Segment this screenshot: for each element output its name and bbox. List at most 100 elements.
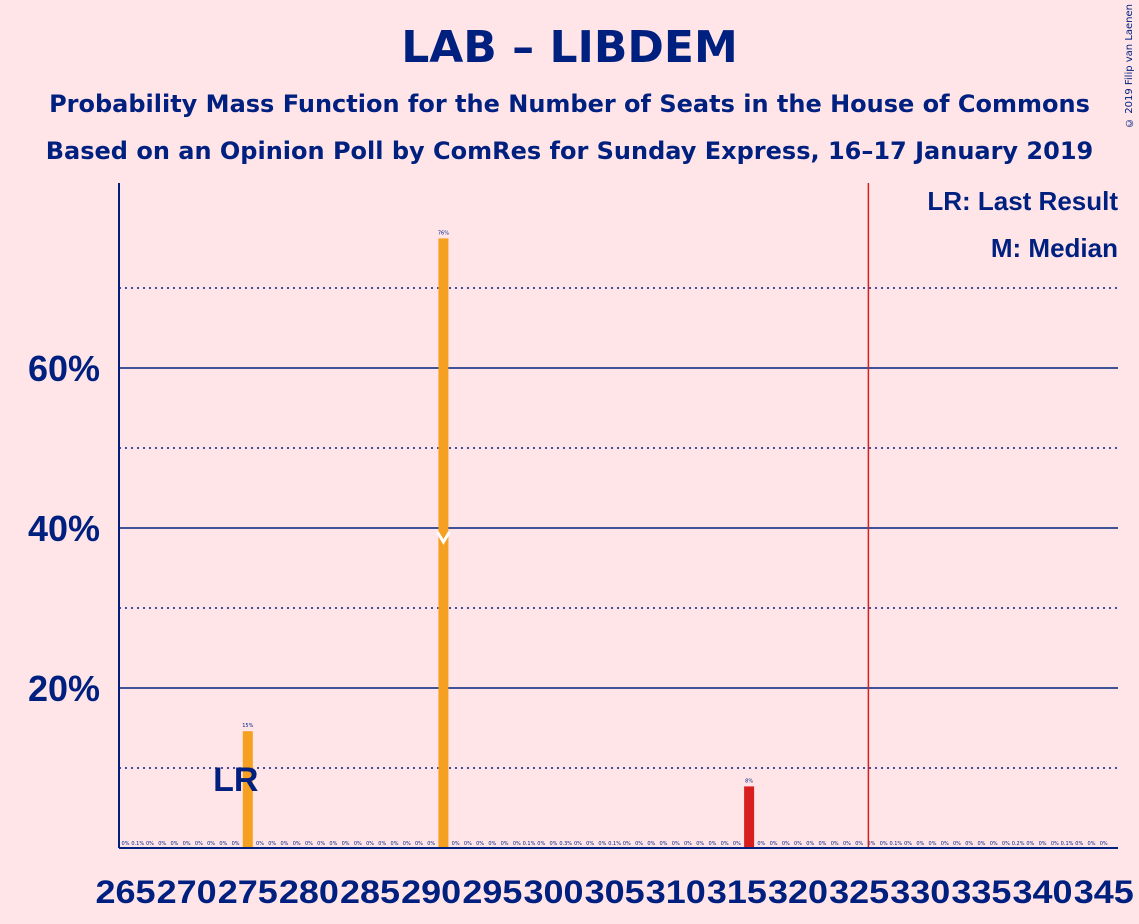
bar-label: 0% xyxy=(232,841,240,847)
bar-label: 0% xyxy=(733,841,741,847)
bar-label: 0% xyxy=(280,841,288,847)
bar-label: 0% xyxy=(1026,841,1034,847)
bar-label: 0% xyxy=(513,841,521,847)
bar-label: 0% xyxy=(329,841,337,847)
grid-lines xyxy=(119,287,1118,769)
bar-label: 0% xyxy=(831,841,839,847)
x-tick-label: 280 xyxy=(279,874,339,910)
bar-label: 0% xyxy=(782,841,790,847)
bar-label: 0% xyxy=(660,841,668,847)
bar-label: 0% xyxy=(378,841,386,847)
bar-label: 0% xyxy=(1088,841,1096,847)
bar-label: 0% xyxy=(488,841,496,847)
bar-label: 0% xyxy=(794,841,802,847)
bar-seat-316 xyxy=(744,786,755,848)
x-tick-label: 305 xyxy=(585,874,645,910)
bar-label: 0% xyxy=(1002,841,1010,847)
x-tick-label: 315 xyxy=(707,874,767,910)
bar-label: 0% xyxy=(696,841,704,847)
bar-seat-275 xyxy=(242,731,253,848)
x-tick-label: 310 xyxy=(646,874,706,910)
bar-label: 0% xyxy=(672,841,680,847)
x-tick-label: 265 xyxy=(96,874,156,910)
bar-label: 0% xyxy=(415,841,423,847)
bar-label: 0% xyxy=(684,841,692,847)
bar-label: 0% xyxy=(647,841,655,847)
bar-label: 0.1% xyxy=(889,841,902,847)
bar-label: 0% xyxy=(916,841,924,847)
bar-label: 0% xyxy=(574,841,582,847)
bar-label: 0% xyxy=(293,841,301,847)
bar-label: 0% xyxy=(757,841,765,847)
bar-label: 0% xyxy=(342,841,350,847)
bar-label: 0% xyxy=(623,841,631,847)
y-tick-label: 60% xyxy=(28,348,100,389)
bars xyxy=(242,238,755,848)
bar-label: 0% xyxy=(219,841,227,847)
bar-label: 0% xyxy=(427,841,435,847)
bar-label: 0.1% xyxy=(523,841,536,847)
x-tick-label: 325 xyxy=(829,874,889,910)
markers: LR xyxy=(213,183,870,848)
tick-labels: 20%40%60%265 270 275 280 285 290 295 300 305 310 3… xyxy=(28,348,1134,910)
axes xyxy=(118,183,1118,849)
bar-label: 0% xyxy=(586,841,594,847)
bar-label: 0% xyxy=(929,841,937,847)
bar-label: 0% xyxy=(819,841,827,847)
bar-label: 0% xyxy=(391,841,399,847)
x-tick-label: 300 xyxy=(523,874,583,910)
y-tick-label: 20% xyxy=(28,668,100,709)
x-tick-label: 290 xyxy=(401,874,461,910)
bar-label: 0% xyxy=(158,841,166,847)
bar-label: 0% xyxy=(305,841,313,847)
last-result-marker: LR xyxy=(213,761,258,799)
bar-label: 0% xyxy=(452,841,460,847)
bar-label: 0% xyxy=(195,841,203,847)
bar-label: 0.2% xyxy=(1012,841,1025,847)
bar-label: 0% xyxy=(1039,841,1047,847)
median-marker xyxy=(436,531,451,545)
bar-label: 0% xyxy=(1100,841,1108,847)
y-tick-label: 40% xyxy=(28,508,100,549)
bar-label: 0.3% xyxy=(559,841,572,847)
bar-label: 0% xyxy=(256,841,264,847)
bar-label: 0% xyxy=(904,841,912,847)
legend-median: M: Median xyxy=(991,233,1118,263)
x-tick-label: 295 xyxy=(462,874,522,910)
bar-label: 0% xyxy=(990,841,998,847)
bar-label: 0% xyxy=(806,841,814,847)
bar-label: 0% xyxy=(207,841,215,847)
bar-label: 0% xyxy=(354,841,362,847)
bar-label: 0.1% xyxy=(1061,841,1074,847)
bar-label: 0% xyxy=(1051,841,1059,847)
bar-label: 8% xyxy=(745,778,753,784)
bar-label: 0% xyxy=(880,841,888,847)
bar-label: 0% xyxy=(501,841,509,847)
x-tick-label: 330 xyxy=(890,874,950,910)
bar-label: 0% xyxy=(1075,841,1083,847)
x-tick-label: 275 xyxy=(218,874,278,910)
bar-label: 0% xyxy=(965,841,973,847)
bar-label: 0% xyxy=(464,841,472,847)
bar-label: 0% xyxy=(122,841,130,847)
bar-label: 0% xyxy=(635,841,643,847)
x-tick-label: 335 xyxy=(951,874,1011,910)
chart-title: LAB – LIBDEM xyxy=(401,22,738,73)
chart-subtitle: Probability Mass Function for the Number… xyxy=(49,90,1090,118)
bar-label: 0% xyxy=(708,841,716,847)
bar-label: 0% xyxy=(867,841,875,847)
bar-label: 76% xyxy=(438,230,449,236)
bar-label: 0% xyxy=(843,841,851,847)
bar-label: 0% xyxy=(268,841,276,847)
bar-label: 0% xyxy=(317,841,325,847)
bar-label: 0% xyxy=(953,841,961,847)
bar-label: 0% xyxy=(366,841,374,847)
bar-label: 0% xyxy=(598,841,606,847)
legend-last-result: LR: Last Result xyxy=(927,186,1118,216)
x-tick-label: 285 xyxy=(340,874,400,910)
x-tick-label: 270 xyxy=(157,874,217,910)
bar-label: 0% xyxy=(403,841,411,847)
bar-label: 0.1% xyxy=(131,841,144,847)
bar-label: 0% xyxy=(537,841,545,847)
